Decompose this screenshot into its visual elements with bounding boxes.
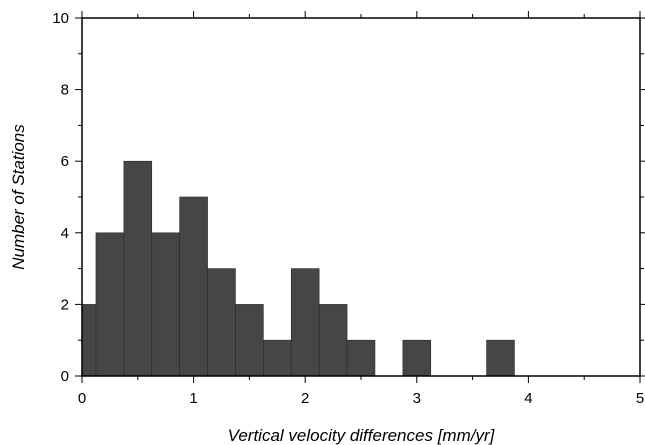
- y-tick-label: 8: [61, 82, 69, 99]
- histogram-bar: [346, 339, 376, 377]
- ticks-group: 0 1 2 3 4 5 0 2 4 6 8 10: [52, 10, 645, 407]
- x-tick-label: 5: [636, 390, 644, 407]
- histogram-bar: [235, 304, 264, 377]
- x-tick-label: 1: [189, 390, 197, 407]
- x-tick-label: 4: [524, 390, 532, 407]
- y-tick-label: 4: [61, 225, 69, 242]
- histogram-bar: [95, 232, 125, 377]
- y-tick-label: 2: [61, 296, 69, 313]
- histogram-bar: [318, 304, 348, 377]
- bars-group: [81, 160, 515, 377]
- histogram-bar: [402, 339, 432, 377]
- x-tick-label: 3: [413, 390, 421, 407]
- y-axis-label: Number of Stations: [9, 124, 28, 270]
- y-tick-label: 10: [52, 10, 69, 27]
- histogram-bar: [486, 339, 515, 377]
- histogram-bar: [290, 268, 320, 377]
- histogram-bar: [123, 160, 153, 377]
- histogram-bar: [263, 339, 292, 377]
- x-axis-label: Vertical velocity differences [mm/yr]: [228, 426, 496, 445]
- histogram-bar: [151, 232, 180, 377]
- histogram-bar: [179, 196, 208, 377]
- x-tick-label: 2: [301, 390, 309, 407]
- y-tick-label: 6: [61, 153, 69, 170]
- x-tick-label: 0: [78, 390, 86, 407]
- histogram-bar: [207, 268, 236, 377]
- y-tick-label: 0: [61, 368, 69, 385]
